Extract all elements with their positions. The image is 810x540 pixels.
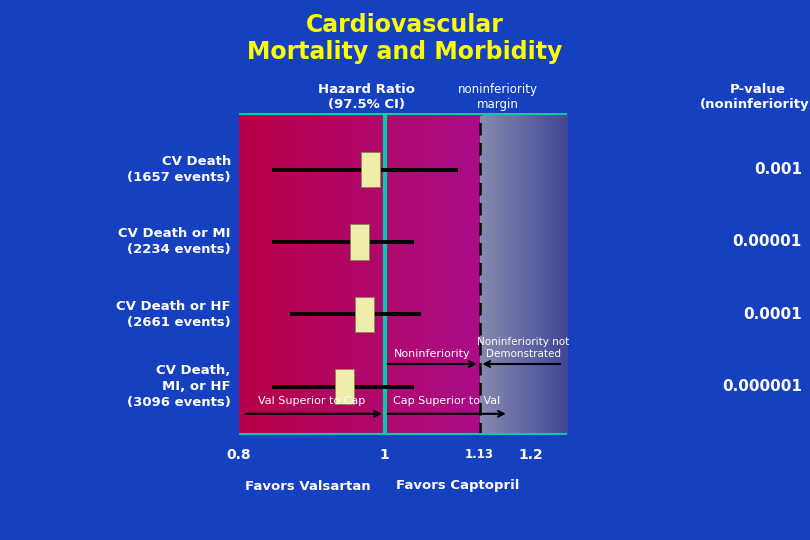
Text: 0.0001: 0.0001 [744, 307, 802, 322]
Text: Hazard Ratio
(97.5% CI): Hazard Ratio (97.5% CI) [318, 83, 415, 111]
Text: 1: 1 [380, 448, 390, 462]
Text: CV Death,
MI, or HF
(3096 events): CV Death, MI, or HF (3096 events) [127, 364, 231, 409]
Text: Favors Valsartan: Favors Valsartan [245, 480, 371, 492]
Text: CV Death
(1657 events): CV Death (1657 events) [127, 155, 231, 184]
Text: 0.8: 0.8 [227, 448, 251, 462]
Text: Noninferiority: Noninferiority [394, 349, 471, 359]
Text: 1.2: 1.2 [518, 448, 543, 462]
Text: Cardiovascular
Mortality and Morbidity: Cardiovascular Mortality and Morbidity [247, 14, 563, 64]
Text: 1.13: 1.13 [465, 448, 494, 461]
Text: P-value
(noninferiority): P-value (noninferiority) [700, 83, 810, 111]
Bar [335, 369, 354, 404]
Text: Val Superior to Cap: Val Superior to Cap [258, 396, 365, 406]
Text: CV Death or MI
(2234 events): CV Death or MI (2234 events) [118, 227, 231, 256]
Bar [355, 296, 374, 332]
Text: Favors Captopril: Favors Captopril [396, 480, 519, 492]
Text: Noninferiority not
Demonstrated: Noninferiority not Demonstrated [477, 337, 569, 359]
Bar [360, 152, 380, 187]
Text: 0.000001: 0.000001 [722, 379, 802, 394]
Text: Cap Superior to Val: Cap Superior to Val [393, 396, 501, 406]
Text: 0.00001: 0.00001 [733, 234, 802, 249]
Text: noninferiority
margin: noninferiority margin [458, 83, 538, 111]
Bar [350, 224, 369, 260]
Text: 0.001: 0.001 [754, 162, 802, 177]
Text: CV Death or HF
(2661 events): CV Death or HF (2661 events) [116, 300, 231, 329]
